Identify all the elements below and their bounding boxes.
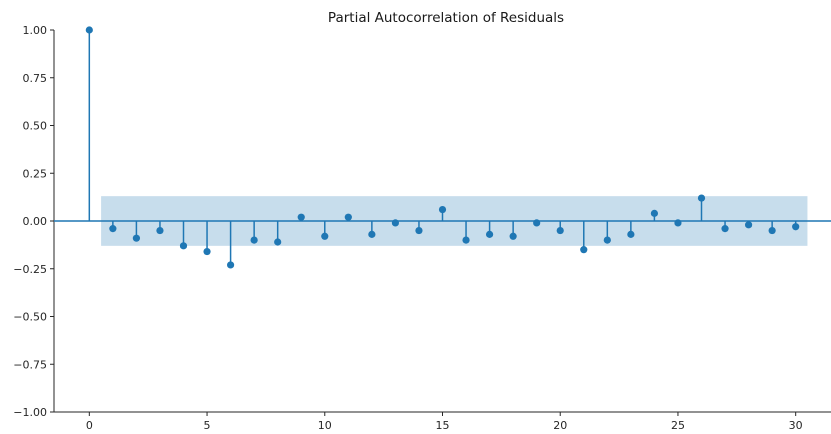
x-tick-label: 10 — [318, 419, 332, 432]
y-tick-label: 0.50 — [23, 120, 48, 133]
marker-lag-21 — [580, 246, 588, 254]
marker-lag-16 — [462, 236, 470, 244]
marker-lag-18 — [509, 232, 517, 240]
chart-title: Partial Autocorrelation of Residuals — [328, 10, 564, 26]
marker-lag-29 — [768, 226, 776, 235]
marker-lag-4 — [179, 242, 188, 250]
y-ticks: −1.00 −0.75 −0.50 −0.25 0.00 0.25 0.50 0.75 1.00 — [13, 24, 54, 419]
y-tick-label: 1.00 — [23, 24, 48, 37]
x-tick-label: 25 — [671, 419, 685, 432]
marker-lag-23 — [627, 230, 635, 238]
marker-lag-27 — [721, 225, 729, 233]
marker-lag-8 — [274, 238, 282, 246]
marker-lag-25 — [674, 219, 682, 227]
marker-lag-20 — [556, 226, 564, 235]
y-tick-label: −0.75 — [13, 358, 47, 371]
marker-lag-15 — [438, 205, 447, 214]
marker-lag-0 — [85, 26, 93, 34]
marker-lag-12 — [368, 230, 376, 238]
marker-lag-19 — [533, 219, 541, 227]
marker-lag-11 — [344, 213, 352, 221]
y-tick-label: 0.75 — [23, 72, 48, 85]
marker-lag-7 — [250, 236, 258, 244]
marker-lag-2 — [132, 234, 141, 242]
marker-lag-30 — [792, 223, 800, 231]
marker-lag-5 — [203, 247, 211, 256]
marker-lag-14 — [415, 226, 423, 235]
y-tick-label: −1.00 — [13, 406, 47, 419]
marker-lag-9 — [297, 213, 305, 221]
y-tick-label: 0.25 — [23, 167, 48, 180]
y-tick-label: −0.25 — [13, 263, 47, 276]
x-tick-label: 15 — [436, 419, 450, 432]
marker-lag-10 — [321, 232, 329, 240]
marker-lag-6 — [226, 261, 235, 269]
marker-lag-13 — [391, 219, 400, 227]
x-tick-label: 30 — [789, 419, 803, 432]
y-tick-label: −0.50 — [13, 311, 47, 324]
marker-lag-1 — [109, 225, 117, 233]
marker-lag-26 — [697, 194, 706, 202]
marker-lag-28 — [744, 221, 753, 229]
marker-lag-22 — [603, 236, 611, 244]
x-tick-label: 5 — [204, 419, 211, 432]
marker-lag-3 — [156, 226, 164, 235]
y-tick-label: 0.00 — [23, 215, 48, 228]
markers-layer — [85, 26, 800, 269]
marker-lag-17 — [485, 230, 494, 238]
x-ticks: 0 5 10 15 20 25 30 — [86, 412, 803, 432]
x-tick-label: 20 — [553, 419, 567, 432]
x-tick-label: 0 — [86, 419, 93, 432]
marker-lag-24 — [650, 209, 659, 217]
